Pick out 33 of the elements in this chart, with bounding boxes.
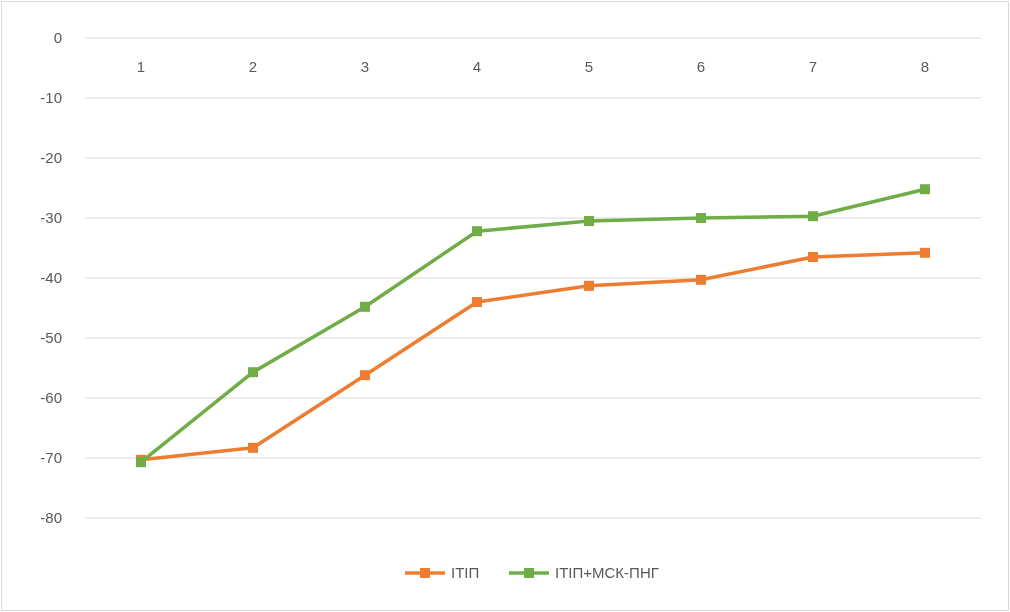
point bbox=[472, 226, 482, 237]
legend-label: ІТІП bbox=[451, 564, 480, 582]
point bbox=[472, 297, 482, 307]
point bbox=[360, 301, 370, 312]
point bbox=[584, 280, 594, 291]
y-tick-label: -10 bbox=[40, 89, 62, 107]
y-tick-label: -40 bbox=[40, 269, 62, 287]
point bbox=[920, 184, 930, 195]
y-tick-label: -20 bbox=[40, 149, 62, 167]
x-tick-label: 8 bbox=[920, 58, 930, 75]
point bbox=[920, 247, 930, 258]
x-tick-label: 6 bbox=[696, 58, 706, 75]
y-tick-label: -60 bbox=[40, 389, 62, 407]
y-tick-label: -30 bbox=[40, 209, 62, 227]
point bbox=[360, 370, 370, 381]
x-tick-label: 3 bbox=[360, 58, 370, 75]
point bbox=[696, 274, 706, 285]
point bbox=[808, 252, 818, 262]
point bbox=[248, 367, 258, 378]
y-tick-label: 0 bbox=[53, 29, 62, 47]
x-tick-label: 2 bbox=[248, 58, 258, 75]
x-tick-label: 4 bbox=[472, 58, 482, 75]
x-tick-label: 7 bbox=[808, 58, 818, 75]
y-tick-label: -50 bbox=[40, 329, 62, 347]
legend-label: ІТІП+МСК-ПНГ bbox=[555, 564, 659, 582]
point bbox=[696, 213, 706, 223]
point bbox=[248, 442, 258, 453]
point bbox=[808, 211, 818, 222]
y-tick-label: -70 bbox=[40, 449, 62, 467]
point bbox=[584, 216, 594, 226]
x-tick-label: 1 bbox=[136, 58, 146, 75]
y-tick-label: -80 bbox=[40, 509, 62, 527]
x-tick-label: 5 bbox=[584, 58, 594, 75]
